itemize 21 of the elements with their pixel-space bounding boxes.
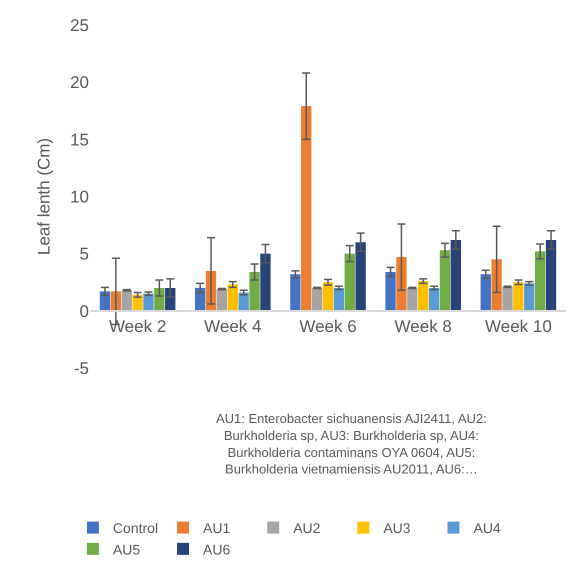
y-axis-title: Leaf lenth (Cm) xyxy=(34,138,54,256)
legend-label: AU1 xyxy=(203,520,231,536)
y-tick-label: 10 xyxy=(70,187,89,206)
x-tick-label: Week 10 xyxy=(485,317,552,336)
x-tick-label: Week 4 xyxy=(204,317,262,336)
x-tick-label: Week 8 xyxy=(394,317,452,336)
legend-label: AU2 xyxy=(293,520,321,536)
legend-label: AU6 xyxy=(203,541,231,558)
legend-label: AU5 xyxy=(112,541,140,558)
y-tick-label: 25 xyxy=(70,16,89,35)
y-tick-label: 20 xyxy=(70,73,89,92)
y-tick-label: -5 xyxy=(74,358,89,378)
legend-label: AU4 xyxy=(473,520,501,536)
legend-label: AU3 xyxy=(383,520,411,536)
legend-label: Control xyxy=(112,520,158,536)
y-tick-label: 15 xyxy=(70,130,89,150)
y-tick-label: 5 xyxy=(80,244,89,264)
x-tick-label: Week 2 xyxy=(108,317,166,336)
x-tick-label: Week 6 xyxy=(299,317,357,336)
text: AU1: Enterobacter sichuanensis AJI2411, AU2: Burkholderia sp, AU3: Burkholderia sp, AU4: Burkholderia contaminans OYA 0604, AU5: Burkholderia vietnamiensis AU2011, AU6:… xyxy=(216,411,487,477)
y-tick-label: 0 xyxy=(80,302,89,321)
